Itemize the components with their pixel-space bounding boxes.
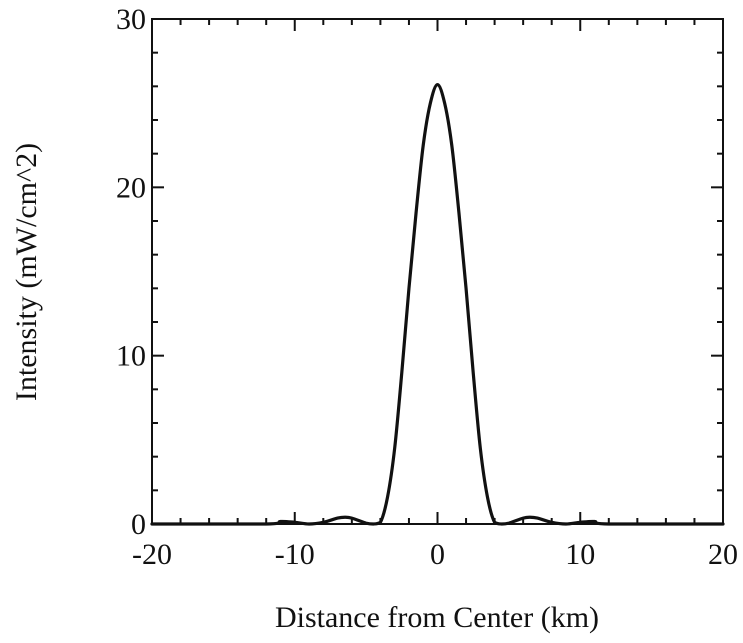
x-tick-label: 10 bbox=[565, 538, 595, 571]
x-axis-title: Distance from Center (km) bbox=[275, 601, 599, 634]
y-tick-label: 10 bbox=[116, 340, 146, 373]
y-tick-label: 30 bbox=[116, 3, 146, 36]
x-tick-label: -10 bbox=[275, 538, 315, 571]
plot-frame bbox=[151, 18, 724, 525]
x-tick-label: 0 bbox=[430, 538, 445, 571]
x-tick-label: 20 bbox=[708, 538, 738, 571]
intensity-series-line bbox=[150, 83, 725, 526]
x-tick-label: -20 bbox=[132, 538, 172, 571]
y-axis-title: Intensity (mW/cm^2) bbox=[10, 143, 43, 401]
x-axis-tick-labels: -20 -10 0 10 20 bbox=[132, 538, 738, 571]
y-axis-tick-labels: 0 10 20 30 bbox=[116, 3, 146, 541]
y-tick-label: 0 bbox=[131, 508, 146, 541]
y-axis-ticks bbox=[152, 18, 723, 525]
x-axis-ticks bbox=[151, 19, 724, 524]
y-tick-label: 20 bbox=[116, 171, 146, 204]
